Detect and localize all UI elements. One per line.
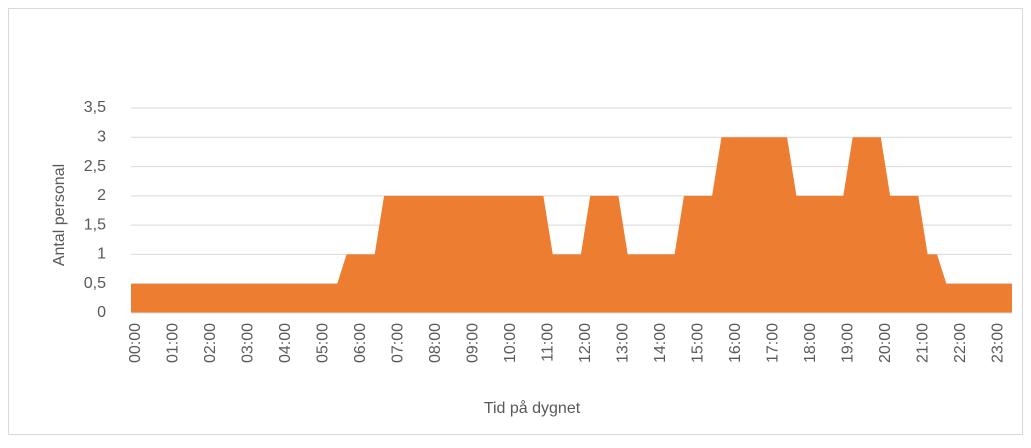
x-tick-label: 22:00 [952, 323, 969, 363]
x-tick-label: 03:00 [240, 323, 257, 363]
x-tick-label: 18:00 [802, 323, 819, 363]
x-axis-title: Tid på dygnet [484, 399, 581, 417]
y-tick-label: 3,5 [84, 99, 106, 116]
x-tick-label: 15:00 [690, 323, 707, 363]
y-tick-label: 3 [97, 129, 106, 146]
x-tick-label: 05:00 [315, 323, 332, 363]
y-tick-label: 0 [97, 304, 106, 321]
x-tick-label: 16:00 [727, 323, 744, 363]
x-tick-label: 14:00 [652, 323, 669, 363]
x-tick-label: 17:00 [765, 323, 782, 363]
x-tick-label: 07:00 [390, 323, 407, 363]
x-tick-label: 20:00 [877, 323, 894, 363]
area [131, 137, 1012, 313]
y-tick-label: 0,5 [84, 275, 106, 292]
x-tick-label: 09:00 [465, 323, 482, 363]
x-tick-label: 04:00 [277, 323, 294, 363]
y-tick-label: 2 [97, 187, 106, 204]
x-tick-label: 21:00 [914, 323, 931, 363]
x-tick-label: 00:00 [127, 323, 144, 363]
x-tick-label: 06:00 [352, 323, 369, 363]
x-tick-label: 19:00 [840, 323, 857, 363]
y-tick-label: 2,5 [84, 158, 106, 175]
y-tick-label: 1,5 [84, 216, 106, 233]
y-tick-label: 1 [97, 246, 106, 263]
x-tick-label: 10:00 [502, 323, 519, 363]
x-tick-label: 11:00 [540, 323, 557, 362]
x-tick-label: 13:00 [615, 323, 632, 363]
y-axis-title: Antal personal [51, 164, 68, 266]
x-tick-label: 08:00 [427, 323, 444, 363]
x-tick-label: 12:00 [577, 323, 594, 363]
x-tick-label: 01:00 [165, 323, 182, 363]
x-tick-label: 02:00 [202, 323, 219, 363]
x-tick-label: 23:00 [989, 323, 1006, 363]
